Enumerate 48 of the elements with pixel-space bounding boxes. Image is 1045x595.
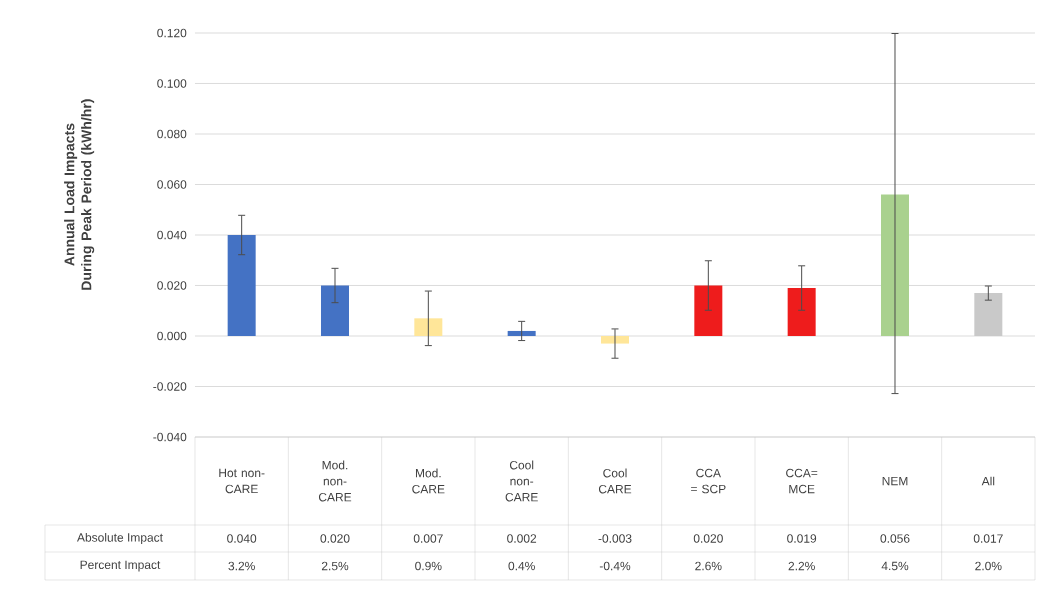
text: 4.5%	[881, 561, 909, 571]
y-tick-label: 0.040	[157, 230, 187, 240]
data-label: 0.002	[507, 534, 537, 543]
data-label: 0.019	[787, 534, 817, 543]
text: -0.4%	[599, 561, 631, 571]
y-tick-label: 0.080	[157, 129, 187, 139]
x-tick-label: CCA = SCP	[691, 468, 726, 494]
text: 2.6%	[695, 561, 722, 571]
data-label: 0.040	[227, 534, 257, 543]
y-tick-label: 0.060	[157, 180, 187, 189]
bar	[321, 285, 349, 336]
y-tick-label: 0.100	[157, 79, 187, 88]
bar	[974, 293, 1003, 336]
bar	[787, 288, 816, 336]
data-label: 0.056	[880, 534, 910, 543]
data-label: -0.003	[598, 534, 632, 543]
data-label: 0.007	[413, 534, 443, 543]
x-tick-label: NEM	[882, 476, 908, 486]
text: 0.9%	[415, 561, 442, 571]
bar	[507, 330, 536, 336]
y-tick-label: 0.020	[157, 281, 187, 290]
y-tick-label: -0.020	[153, 382, 187, 391]
data-label: 0.020	[693, 534, 723, 543]
bar	[880, 194, 909, 336]
x-tick-label: CCA= MCE	[786, 468, 818, 494]
text: 2.5%	[321, 561, 349, 571]
y-tick-label: 0.120	[157, 28, 187, 38]
bar	[694, 285, 723, 336]
text: 2.2%	[788, 561, 815, 571]
data-label: 0.017	[973, 534, 1003, 543]
y-axis-title: Annual Load Impacts During Peak Period (kWh/hr)	[64, 99, 95, 290]
text: Percent Impact	[80, 560, 161, 572]
x-tick-label: Cool non-CARE	[505, 460, 538, 502]
bar	[601, 336, 629, 344]
text: Absolute Impact	[76, 532, 163, 545]
bar	[414, 318, 443, 336]
x-tick-label: All	[981, 476, 995, 486]
x-tick-label: Mod. non-CARE	[318, 460, 352, 502]
text: 0.4%	[508, 561, 535, 571]
bar	[227, 235, 256, 336]
text: 2.0%	[975, 561, 1002, 571]
text: 3.2%	[228, 561, 255, 571]
y-tick-label: 0.000	[157, 331, 187, 341]
x-tick-label: Mod. CARE	[412, 468, 445, 494]
x-tick-label: Hot non-CARE	[219, 468, 265, 494]
data-label: 0.020	[320, 534, 350, 543]
y-tick-label: -0.040	[153, 432, 187, 442]
x-tick-label: Cool CARE	[598, 468, 632, 494]
